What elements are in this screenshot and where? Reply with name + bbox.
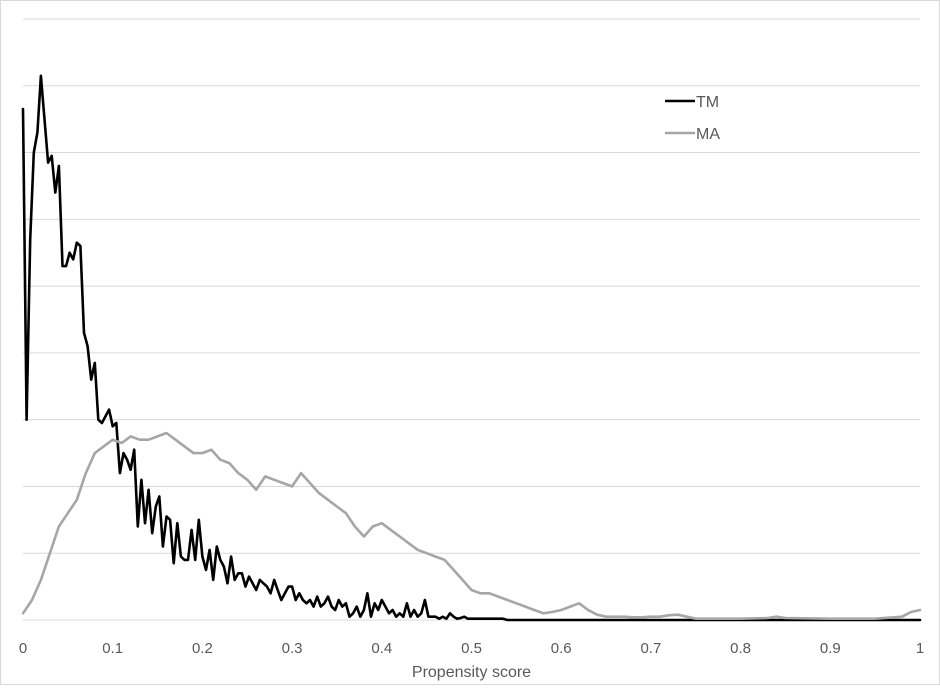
gridlines (23, 18, 920, 554)
x-tick-labels: 0 0.1 0.2 0.3 0.4 0.5 0.6 0.7 0.8 0.9 1 (19, 640, 924, 657)
x-tick-label: 0.8 (730, 640, 751, 657)
x-tick-label: 0 (19, 640, 27, 657)
legend-label-tm: TM (696, 94, 719, 111)
series-line-tm (21, 74, 922, 622)
x-tick-label: 0.1 (102, 640, 123, 657)
x-tick-label: 0.2 (192, 640, 213, 657)
x-tick-label: 0.3 (282, 640, 303, 657)
legend: TM MA (665, 94, 720, 143)
legend-label-ma: MA (696, 126, 720, 143)
series-lines (21, 74, 922, 622)
x-tick-label: 0.5 (461, 640, 482, 657)
x-tick-label: 0.7 (640, 640, 661, 657)
x-tick-label: 0.9 (820, 640, 841, 657)
series-line-ma (21, 431, 922, 621)
x-tick-label: 1 (916, 640, 924, 657)
x-tick-label: 0.6 (551, 640, 572, 657)
x-tick-label: 0.4 (371, 640, 392, 657)
x-axis-title: Propensity score (412, 664, 531, 681)
